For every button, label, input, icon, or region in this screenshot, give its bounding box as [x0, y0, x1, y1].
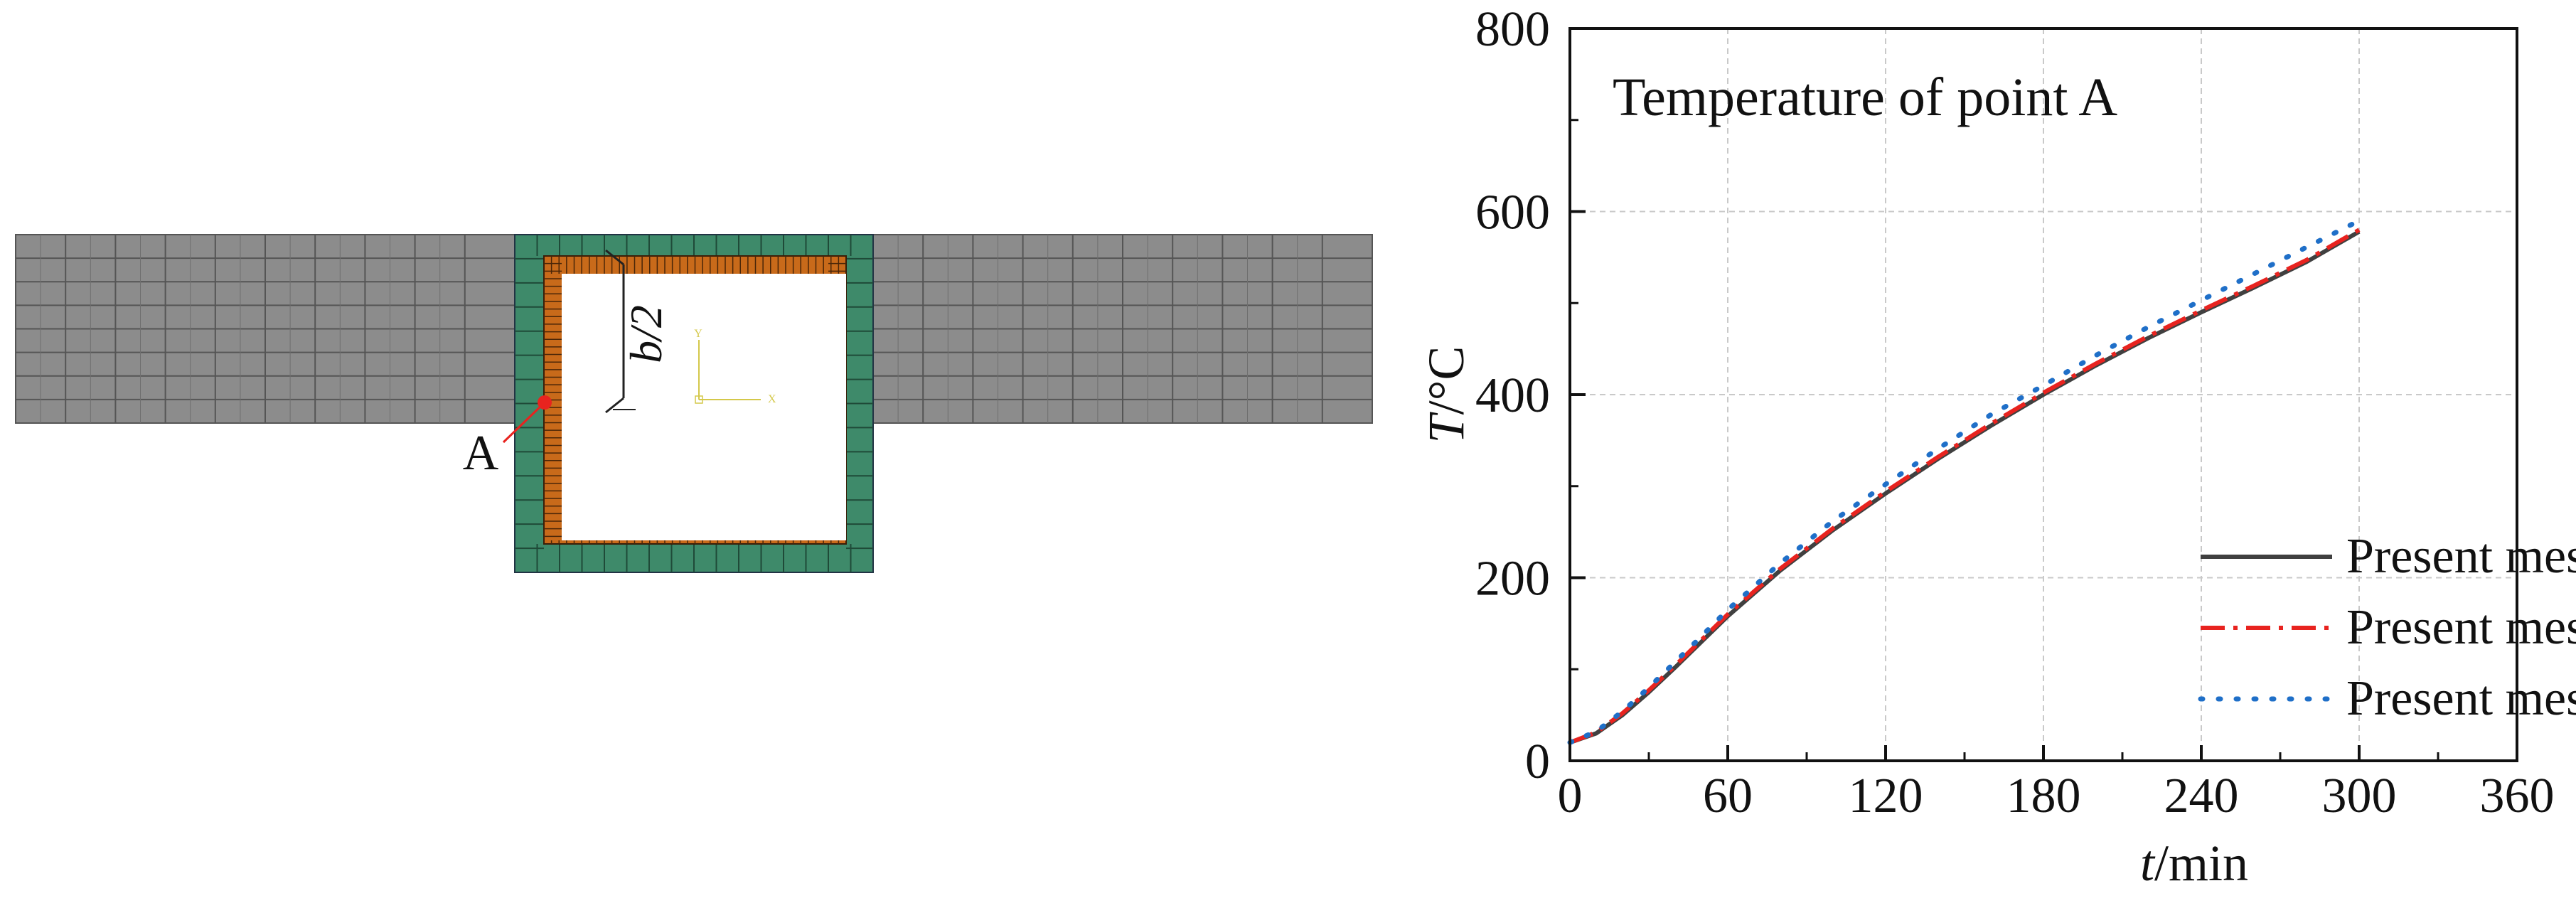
point-a-marker — [538, 395, 552, 410]
y-tick-label: 800 — [1475, 2, 1550, 57]
dimension-label: b/2 — [621, 305, 671, 363]
mesh-drawing: b/2 Y X A — [15, 234, 1373, 573]
legend-label-3: Present mesh size×2.0 — [2346, 671, 2576, 726]
chart-svg: 0 60 120 180 240 300 360 0 200 400 600 800 Temperat… — [1418, 2, 2576, 892]
axis-layer: 0 60 120 180 240 300 360 0 200 400 600 800 — [1475, 2, 2555, 823]
point-a-callout: A — [463, 395, 552, 481]
chart-title: Temperature of point A — [1613, 68, 2117, 127]
x-axis-label: t/min — [2140, 835, 2248, 892]
legend-label-2: Present mesh size — [2346, 600, 2576, 655]
dimension-marker: b/2 — [605, 249, 671, 414]
slab-right-mesh — [872, 234, 1373, 424]
y-tick-label: 0 — [1525, 734, 1550, 789]
y-tick-label: 600 — [1475, 186, 1550, 240]
chart-legend: Present mesh size×0.5 Present mesh size Pr… — [2198, 529, 2576, 726]
series-layer — [1567, 218, 2362, 745]
series-line-1 — [1569, 230, 2361, 745]
x-tick-label: 180 — [2006, 769, 2081, 823]
triad-x-label: X — [768, 393, 776, 405]
point-a-label: A — [463, 426, 499, 481]
fe-mesh-figure: b/2 Y X A — [15, 234, 1373, 573]
y-axis-label: T/°C — [1418, 346, 1475, 444]
x-tick-label: 0 — [1558, 769, 1583, 823]
triad-y-label: Y — [694, 328, 702, 340]
x-tick-label: 240 — [2164, 769, 2239, 823]
coordinate-triad: Y X — [694, 328, 776, 405]
x-tick-label: 300 — [2322, 769, 2397, 823]
y-tick-label: 200 — [1475, 552, 1550, 607]
legend-label-1: Present mesh size×0.5 — [2346, 529, 2576, 584]
x-tick-label: 60 — [1703, 769, 1753, 823]
x-tick-label: 120 — [1849, 769, 1923, 823]
series-line-2 — [1568, 228, 2361, 745]
tube-interior — [562, 274, 846, 540]
slab-left-mesh — [15, 234, 515, 424]
x-tick-label: 360 — [2480, 769, 2555, 823]
series-line-3 — [1567, 218, 2362, 745]
grid-layer — [1570, 28, 2517, 761]
y-tick-label: 400 — [1475, 368, 1550, 423]
temperature-chart: 0 60 120 180 240 300 360 0 200 400 600 800 Temperat… — [1415, 0, 2576, 899]
